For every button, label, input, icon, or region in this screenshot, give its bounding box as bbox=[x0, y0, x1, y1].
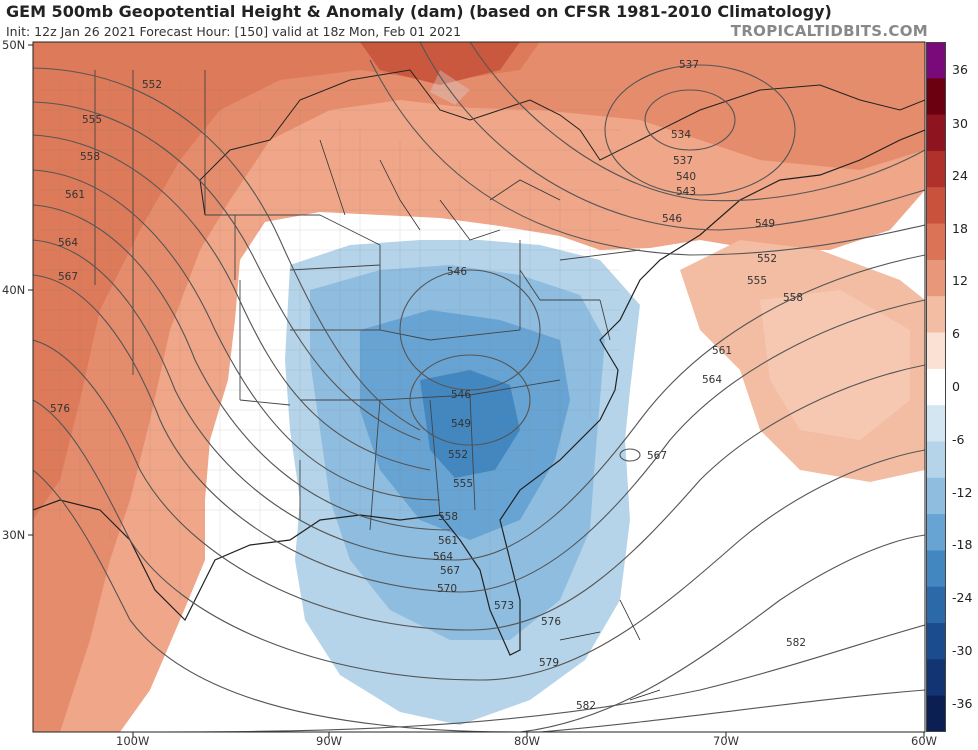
colorbar-swatch bbox=[926, 695, 946, 732]
contour-label: 555 bbox=[82, 114, 102, 126]
contour-label: 552 bbox=[448, 449, 468, 461]
contour-labels: 552 555 558 561 564 567 576 537 534 537 … bbox=[50, 59, 806, 712]
colorbar-swatch bbox=[926, 405, 946, 442]
contour-label: 582 bbox=[576, 700, 596, 712]
colorbar-tick: -24 bbox=[952, 590, 973, 605]
colorbar-tick: 12 bbox=[952, 273, 968, 288]
colorbar-swatch bbox=[926, 550, 946, 588]
colorbar-frame bbox=[926, 42, 946, 732]
contour-label: 549 bbox=[451, 418, 471, 430]
contour-label: 543 bbox=[676, 186, 696, 198]
contour-label: 558 bbox=[80, 151, 100, 163]
colorbar-swatch bbox=[926, 187, 946, 225]
contour-label: 549 bbox=[755, 218, 775, 230]
lon-label: 70W bbox=[713, 734, 740, 748]
contour-label: 561 bbox=[65, 189, 85, 201]
colorbar-swatch bbox=[926, 223, 946, 261]
contour-label: 564 bbox=[433, 551, 453, 563]
colorbar-swatch bbox=[926, 259, 946, 297]
state-boundaries bbox=[33, 69, 925, 701]
colorbar bbox=[926, 42, 946, 732]
contour-label: 552 bbox=[757, 253, 777, 265]
contour-label: 534 bbox=[671, 129, 691, 141]
plot-frame bbox=[32, 41, 926, 733]
colorbar-tick: -30 bbox=[952, 643, 973, 658]
lon-label: 60W bbox=[911, 734, 938, 748]
contour-label: 567 bbox=[58, 271, 78, 283]
colorbar-tick: 18 bbox=[952, 221, 968, 236]
lon-label: 100W bbox=[116, 734, 150, 748]
colorbar-swatch bbox=[926, 623, 946, 660]
contour-label: 537 bbox=[679, 59, 699, 71]
site-credit: TROPICALTIDBITS.COM bbox=[730, 22, 928, 40]
map-title: GEM 500mb Geopotential Height & Anomaly … bbox=[6, 2, 832, 21]
colorbar-tick: -18 bbox=[952, 537, 973, 552]
colorbar-swatch bbox=[926, 586, 946, 624]
colorbar-swatch bbox=[926, 368, 946, 406]
colorbar-swatch bbox=[926, 42, 946, 79]
colorbar-swatch bbox=[926, 441, 946, 479]
colorbar-swatch bbox=[926, 78, 946, 116]
contour-label: 546 bbox=[662, 213, 682, 225]
lon-label: 80W bbox=[514, 734, 541, 748]
contour-label: 576 bbox=[50, 403, 70, 415]
contour-label: 564 bbox=[702, 374, 722, 386]
colorbar-tick: 30 bbox=[952, 116, 968, 131]
colorbar-tick: 24 bbox=[952, 168, 968, 183]
contour-label: 582 bbox=[786, 637, 806, 649]
lat-label: 30N bbox=[2, 528, 26, 542]
contour-label: 564 bbox=[58, 237, 78, 249]
colorbar-swatch bbox=[926, 514, 946, 551]
axis-ticks bbox=[28, 44, 925, 737]
contour-label: 576 bbox=[541, 616, 561, 628]
contour-label: 540 bbox=[676, 171, 696, 183]
contour-label: 537 bbox=[673, 155, 693, 167]
colorbar-swatch bbox=[926, 114, 946, 152]
colorbar-swatch bbox=[926, 659, 946, 697]
contour-label: 555 bbox=[453, 478, 473, 490]
colorbar-tick: -6 bbox=[952, 432, 965, 447]
colorbar-tick: 36 bbox=[952, 62, 968, 77]
colorbar-tick: -12 bbox=[952, 485, 973, 500]
contour-label: 561 bbox=[438, 535, 458, 547]
contour-label: 561 bbox=[712, 345, 732, 357]
contour-label: 555 bbox=[747, 275, 767, 287]
contour-label: 573 bbox=[494, 600, 514, 612]
map-subtitle: Init: 12z Jan 26 2021 Forecast Hour: [15… bbox=[6, 24, 462, 39]
contour-label: 558 bbox=[783, 292, 803, 304]
lon-label: 90W bbox=[316, 734, 343, 748]
contour-label: 567 bbox=[647, 450, 667, 462]
contour-label: 558 bbox=[438, 511, 458, 523]
contour-label: 579 bbox=[539, 657, 559, 669]
contour-label: 546 bbox=[451, 389, 471, 401]
positive-anomaly-area bbox=[33, 42, 925, 732]
lat-label: 50N bbox=[2, 38, 26, 52]
colorbar-tick: -36 bbox=[952, 696, 973, 711]
colorbar-swatch bbox=[926, 150, 946, 188]
contour-label: 567 bbox=[440, 565, 460, 577]
colorbar-tick: 6 bbox=[952, 326, 960, 341]
colorbar-swatch bbox=[926, 477, 946, 515]
contour-label: 570 bbox=[437, 583, 457, 595]
colorbar-tick: 0 bbox=[952, 379, 960, 394]
contour-label: 552 bbox=[142, 79, 162, 91]
colorbar-swatch bbox=[926, 332, 946, 370]
lat-label: 40N bbox=[2, 283, 26, 297]
colorbar-swatch bbox=[926, 296, 946, 334]
contour-label: 546 bbox=[447, 266, 467, 278]
